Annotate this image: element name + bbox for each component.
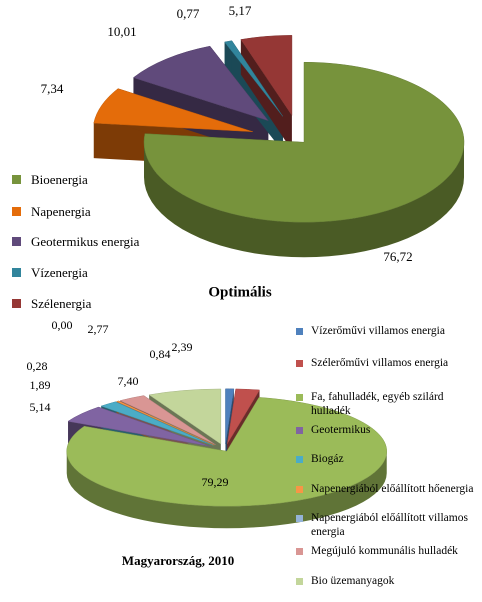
- slice: [227, 388, 260, 444]
- legend-item: Napenergiából előállított villamos energ…: [296, 512, 476, 539]
- slice: [115, 400, 215, 446]
- value-label: 0,84: [150, 347, 171, 361]
- legend-item: Megújuló kommunális hulladék: [296, 545, 476, 559]
- legend-item: Szélenergia: [12, 296, 182, 311]
- value-label: 10,01: [107, 24, 136, 39]
- legend-item: Szélerőművi villamos energia: [296, 357, 476, 371]
- legend-swatch: [296, 486, 303, 494]
- legend-label: Vízerőművi villamos energia: [311, 325, 445, 337]
- value-label: 5,17: [229, 3, 252, 18]
- legend-label: Bioenergia: [31, 172, 88, 187]
- legend-swatch: [296, 578, 303, 586]
- legend-label: Napenergiából előállított villamos energ…: [311, 512, 468, 538]
- legend-item: Vízenergia: [12, 265, 182, 280]
- legend-item: Geotermikus: [296, 424, 476, 438]
- chart-title: Magyarország, 2010: [122, 553, 234, 568]
- slice-wall: [144, 142, 465, 258]
- value-label: 76,72: [383, 249, 412, 264]
- legend-swatch: [296, 394, 303, 402]
- legend-swatch: [12, 237, 21, 246]
- legend-label: Szélenergia: [31, 296, 92, 311]
- legend-swatch: [296, 360, 303, 368]
- slice: [143, 61, 465, 223]
- slice: [93, 88, 253, 132]
- slice: [66, 397, 387, 507]
- legend-item: Vízerőművi villamos energia: [296, 325, 476, 339]
- slice: [148, 388, 222, 445]
- value-label: 7,34: [41, 81, 64, 96]
- value-label: 2,77: [88, 322, 109, 336]
- slice: [119, 395, 216, 445]
- slice: [225, 388, 235, 444]
- slice: [240, 35, 293, 117]
- legend-swatch: [12, 175, 21, 184]
- legend-swatch: [296, 456, 303, 464]
- legend-swatch: [296, 328, 303, 336]
- legend-item: Napenergiából előállított hőenergia: [296, 483, 476, 497]
- legend-label: Megújuló kommunális hulladék: [311, 545, 458, 557]
- legend-label: Napenergia: [31, 204, 91, 219]
- legend-label: Biogáz: [311, 453, 344, 465]
- legend-label: Bio üzemanyagok: [311, 575, 395, 587]
- value-label: 2,39: [172, 340, 193, 354]
- legend-label: Napenergiából előállított hőenergia: [311, 483, 474, 495]
- legend-item: Fa, fahulladék, egyéb szilárd hulladék: [296, 391, 476, 418]
- value-label: 7,40: [118, 374, 139, 388]
- value-label: 5,14: [30, 400, 51, 414]
- legend-item: Geotermikus energia: [12, 234, 182, 249]
- slice: [224, 40, 284, 117]
- legend-label: Szélerőművi villamos energia: [311, 357, 449, 369]
- legend-item: Bioenergia: [12, 172, 182, 187]
- legend-item: Bio üzemanyagok: [296, 575, 476, 589]
- legend-item: Biogáz: [296, 453, 476, 467]
- legend-label: Geotermikus: [311, 424, 371, 436]
- legend-item: Napenergia: [12, 204, 182, 219]
- value-label: 79,29: [202, 475, 229, 489]
- value-label: 1,89: [30, 378, 51, 392]
- slice-wall: [66, 451, 387, 529]
- legend-label: Fa, fahulladék, egyéb szilárd hulladék: [311, 391, 444, 417]
- slice: [67, 406, 211, 447]
- legend-label: Geotermikus energia: [31, 234, 140, 249]
- legend-swatch: [12, 268, 21, 277]
- slice: [100, 401, 214, 446]
- value-label: 0,00: [52, 318, 73, 332]
- value-label: 0,28: [27, 359, 48, 373]
- value-label: 0,77: [177, 6, 200, 21]
- legend-label: Vízenergia: [31, 265, 88, 280]
- legend-swatch: [12, 207, 21, 216]
- slice: [132, 45, 269, 122]
- legend-swatch: [296, 427, 303, 435]
- legend-swatch: [296, 515, 303, 523]
- legend-swatch: [296, 548, 303, 556]
- chart-title: Optimális: [208, 284, 272, 300]
- legend-swatch: [12, 299, 21, 308]
